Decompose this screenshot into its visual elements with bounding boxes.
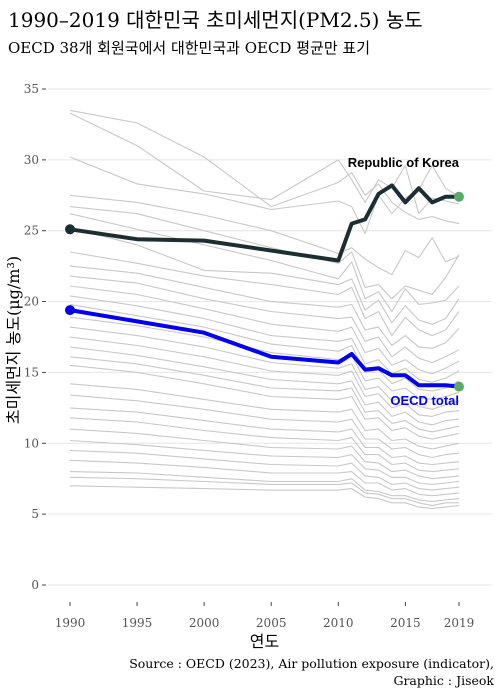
country-series-line [69, 206, 460, 300]
country-series-line [69, 109, 460, 225]
caption-source: Source : OECD (2023), Air pollution expo… [129, 656, 494, 671]
x-tick-label: 2010 [323, 616, 354, 630]
background-series [69, 109, 460, 510]
page-subtitle: OECD 38개 회원국에서 대한민국과 OECD 평균만 표기 [8, 39, 370, 57]
y-tick-label: 35 [24, 82, 39, 96]
axis-ticks: 0 5 10 15 20 25 30 35 1990 1995 2000 2005 2010 2015 20… [24, 82, 475, 630]
oecd-start-point [65, 305, 75, 316]
country-series-line [69, 471, 460, 502]
country-series-line [69, 275, 460, 364]
oecd-end-point [454, 381, 464, 392]
country-series-line [69, 346, 460, 426]
x-tick-label: 2000 [189, 616, 220, 630]
country-series-line [69, 285, 460, 375]
country-series-line [69, 295, 460, 383]
y-tick-label: 30 [24, 153, 39, 167]
country-series-line [69, 227, 460, 325]
x-axis-title: 연도 [250, 632, 279, 650]
country-series-line [69, 485, 460, 510]
oecd-series-line [68, 308, 461, 389]
x-tick-label: 2005 [256, 616, 287, 630]
korea-end-point [454, 191, 464, 202]
country-series-line [69, 213, 460, 313]
page-title: 1990–2019 대한민국 초미세먼지(PM2.5) 농도 [8, 8, 423, 32]
country-series-line [69, 407, 460, 466]
country-series-line [69, 476, 459, 507]
caption: Source : OECD (2023), Air pollution expo… [129, 655, 494, 689]
country-series-line [69, 449, 460, 491]
x-tick-label: 2019 [444, 616, 475, 630]
endpoint-markers [65, 191, 464, 392]
country-series-line [69, 156, 460, 235]
y-tick-label: 5 [31, 507, 39, 521]
country-series-line [69, 383, 460, 450]
x-tick-label: 2015 [390, 616, 421, 630]
caption-credit: Graphic : Jiseok [393, 673, 494, 688]
korea-series-label: Republic of Korea [348, 155, 460, 170]
y-tick-label: 15 [24, 365, 39, 379]
country-series-line [69, 459, 460, 497]
country-series-line [69, 428, 460, 480]
y-tick-label: 10 [24, 436, 39, 450]
highlighted-series [68, 183, 461, 389]
country-series-line [69, 303, 460, 392]
country-series-line [69, 356, 460, 433]
country-series-line [69, 265, 460, 349]
korea-series-line [68, 183, 461, 263]
y-tick-label: 20 [24, 295, 39, 309]
country-series-line [69, 251, 460, 337]
y-tick-label: 0 [31, 578, 39, 592]
x-tick-label: 1990 [55, 616, 86, 630]
line-chart: 0 5 10 15 20 25 30 35 1990 1995 2000 2005 2010 2015 20… [4, 82, 492, 650]
country-series-line [69, 336, 460, 417]
country-series-line [69, 364, 460, 440]
country-series-line [69, 316, 460, 400]
y-tick-label: 25 [24, 224, 39, 238]
country-series-line [69, 326, 460, 410]
x-tick-label: 1995 [122, 616, 153, 630]
country-series-line [69, 417, 460, 473]
country-series-line [69, 439, 460, 485]
country-series-line [69, 194, 460, 276]
korea-start-point [65, 224, 75, 235]
y-axis-title: 초미세먼지 농도(μg/m³) [4, 256, 23, 424]
oecd-series-label: OECD total [390, 393, 459, 408]
country-series-line [69, 394, 460, 459]
